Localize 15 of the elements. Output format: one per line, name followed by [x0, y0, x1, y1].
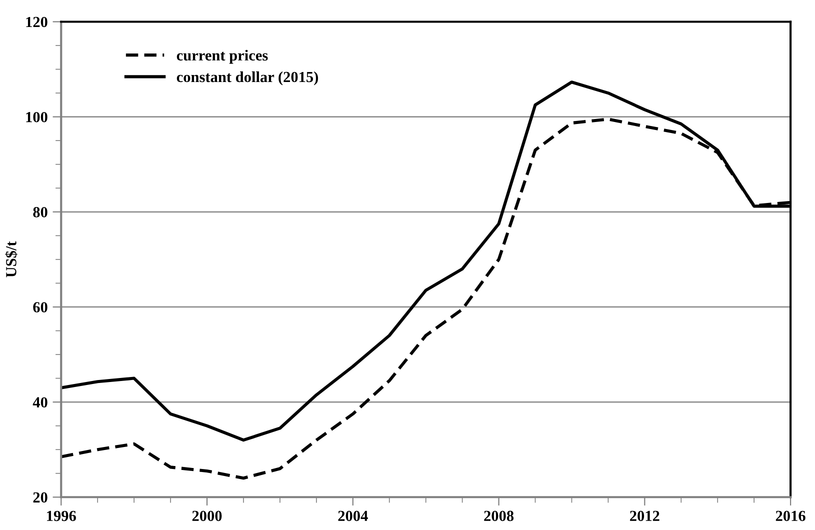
y-tick-label: 80: [33, 207, 48, 218]
x-tick-label: 2008: [484, 510, 514, 522]
x-tick-label: 2012: [630, 510, 660, 522]
y-tick-label: 120: [26, 16, 48, 28]
y-tick-label: 60: [33, 302, 48, 312]
x-tick-label: 2004: [338, 510, 368, 522]
y-tick-label: 100: [26, 112, 48, 122]
y-axis-title: US$/t: [5, 241, 18, 278]
x-tick-label: 2016: [776, 510, 806, 522]
x-tick-label: 2000: [192, 510, 222, 522]
legend-label: current prices: [176, 50, 268, 64]
x-tick-label: 1996: [47, 510, 76, 522]
y-tick-label: 20: [33, 492, 48, 503]
y-tick-label: 40: [32, 397, 48, 408]
legend-label: constant dollar (2015): [176, 71, 318, 86]
